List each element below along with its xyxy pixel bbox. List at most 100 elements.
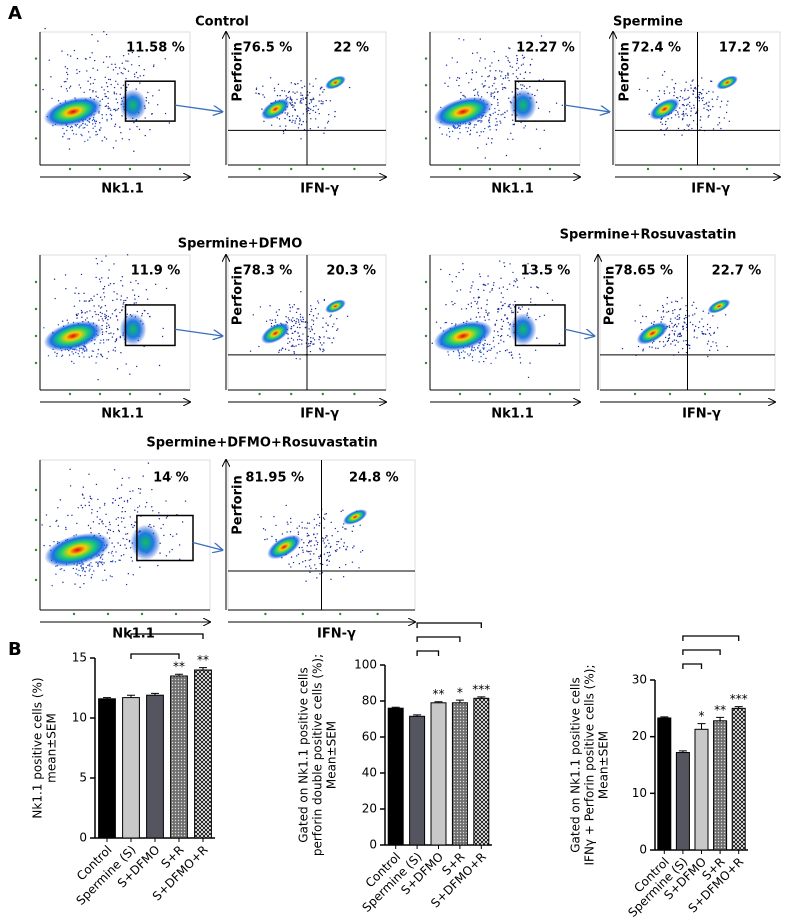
event-dot bbox=[474, 349, 476, 351]
quadrant-percent: 76.5 % bbox=[243, 40, 293, 55]
event-dot bbox=[328, 551, 331, 554]
event-dot bbox=[144, 506, 147, 508]
event-dot bbox=[158, 89, 160, 91]
event-dot bbox=[153, 64, 155, 66]
gate-arrow bbox=[564, 328, 594, 336]
event-dot bbox=[165, 555, 168, 557]
event-dot bbox=[667, 118, 669, 120]
event-dot bbox=[269, 77, 272, 79]
event-dot bbox=[94, 122, 97, 125]
event-dot bbox=[677, 341, 679, 343]
event-dot bbox=[707, 109, 710, 112]
event-dot bbox=[103, 504, 106, 506]
event-dot bbox=[126, 86, 128, 89]
event-dot bbox=[309, 83, 311, 85]
event-dot bbox=[88, 120, 90, 122]
event-dot bbox=[678, 116, 680, 118]
event-dot bbox=[638, 88, 641, 91]
event-dot bbox=[672, 326, 674, 328]
event-dot bbox=[480, 96, 483, 98]
event-dot bbox=[480, 131, 482, 133]
event-dot bbox=[358, 567, 360, 569]
event-dot bbox=[284, 128, 287, 131]
event-dot bbox=[290, 325, 293, 328]
event-dot bbox=[681, 134, 683, 136]
event-dot bbox=[487, 314, 489, 317]
event-dot bbox=[78, 292, 80, 295]
event-dot bbox=[637, 345, 640, 348]
event-dot bbox=[484, 157, 486, 159]
event-dot bbox=[490, 92, 492, 94]
event-dot bbox=[125, 363, 127, 365]
event-dot bbox=[328, 555, 330, 557]
error-bar bbox=[477, 696, 486, 699]
event-dot bbox=[695, 96, 697, 99]
event-dot bbox=[103, 285, 106, 288]
event-dot bbox=[351, 530, 354, 533]
event-dot bbox=[118, 497, 121, 500]
event-dot bbox=[673, 339, 676, 341]
event-dot bbox=[94, 311, 96, 313]
event-dot bbox=[91, 573, 93, 576]
event-dot bbox=[698, 93, 700, 96]
event-dot bbox=[89, 497, 92, 500]
event-dot bbox=[671, 301, 673, 303]
event-dot bbox=[681, 113, 683, 116]
event-dot bbox=[50, 76, 52, 78]
event-dot bbox=[113, 108, 115, 111]
event-dot bbox=[101, 520, 103, 522]
event-dot bbox=[119, 311, 121, 314]
event-dot bbox=[313, 105, 315, 108]
event-dot bbox=[642, 315, 644, 318]
event-dot bbox=[673, 86, 675, 89]
event-dot bbox=[100, 353, 102, 356]
event-dot bbox=[295, 117, 298, 120]
event-dot bbox=[460, 308, 463, 310]
event-dot bbox=[500, 75, 502, 77]
event-dot bbox=[703, 103, 705, 106]
event-dot bbox=[680, 90, 682, 92]
event-dot bbox=[484, 58, 486, 60]
event-dot bbox=[693, 90, 695, 93]
event-dot bbox=[477, 288, 479, 291]
event-dot bbox=[509, 336, 511, 338]
event-dot bbox=[78, 70, 81, 73]
x-axis-label: IFN-γ bbox=[317, 627, 356, 642]
event-dot bbox=[702, 310, 704, 312]
event-dot bbox=[298, 525, 301, 527]
event-dot bbox=[65, 80, 67, 83]
axis-tick-dot bbox=[34, 110, 38, 114]
event-dot bbox=[74, 583, 76, 585]
event-dot bbox=[97, 313, 100, 316]
event-dot bbox=[470, 287, 472, 289]
event-dot bbox=[83, 126, 86, 129]
event-dot bbox=[495, 78, 497, 80]
event-dot bbox=[300, 99, 302, 102]
event-dot bbox=[342, 509, 344, 511]
event-dot bbox=[702, 96, 704, 99]
event-dot bbox=[135, 302, 137, 304]
event-dot bbox=[129, 373, 131, 375]
event-dot bbox=[500, 114, 502, 116]
event-dot bbox=[118, 530, 121, 533]
density bbox=[119, 313, 147, 346]
event-dot bbox=[456, 290, 458, 292]
significance: ** bbox=[173, 660, 185, 674]
event-dot bbox=[345, 548, 347, 550]
event-dot bbox=[665, 128, 667, 130]
event-dot bbox=[126, 538, 128, 541]
event-dot bbox=[478, 60, 481, 62]
event-dot bbox=[115, 308, 117, 311]
event-dot bbox=[707, 312, 710, 314]
event-dot bbox=[114, 561, 117, 563]
axis-tick-dot bbox=[34, 361, 38, 365]
event-dot bbox=[542, 78, 545, 81]
y-tick-label: 100 bbox=[354, 658, 377, 672]
event-dot bbox=[664, 344, 667, 346]
event-dot bbox=[491, 62, 493, 64]
event-dot bbox=[660, 316, 663, 318]
event-dot bbox=[440, 268, 442, 271]
event-dot bbox=[693, 301, 695, 304]
event-dot bbox=[126, 532, 129, 535]
event-dot bbox=[682, 328, 685, 330]
